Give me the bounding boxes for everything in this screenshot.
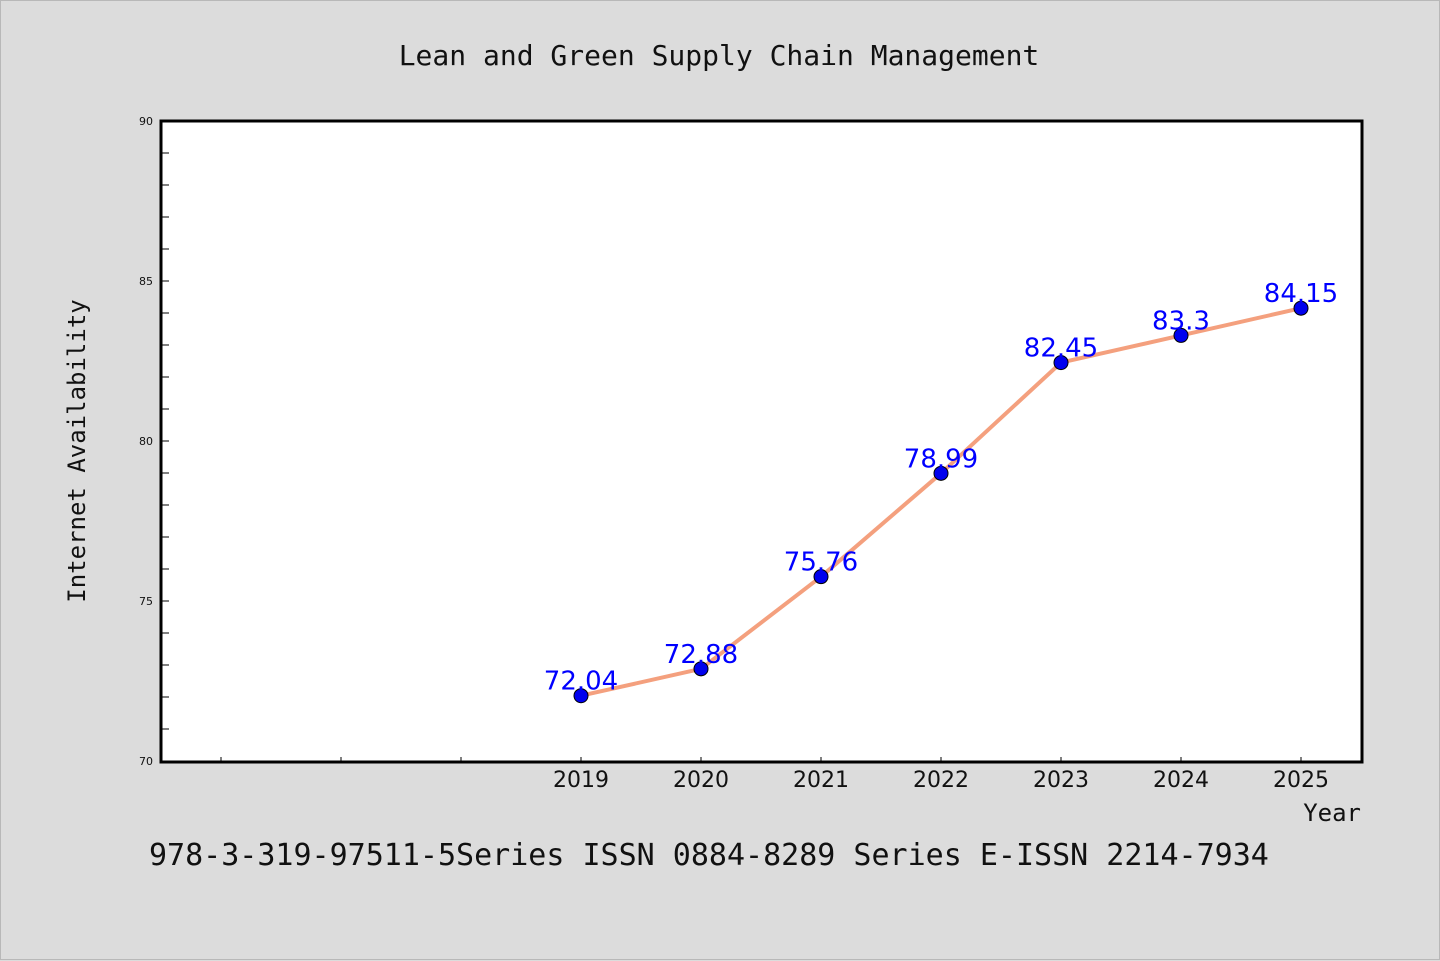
chart-title: Lean and Green Supply Chain Management [399,39,1040,72]
data-label: 83.3 [1152,306,1210,336]
data-point [1173,327,1189,343]
series-layer: 72.04 72.88 75.76 78.99 82.45 83.3 84.15 [544,279,1338,704]
data-point [573,688,589,704]
y-tick-label: 75 [139,595,153,608]
data-point [1053,355,1069,371]
x-tick-label: 2020 [673,768,729,793]
y-tick-label: 85 [139,275,153,288]
data-point [813,569,829,585]
footer-text: 978-3-319-97511-5Series ISSN 0884-8289 S… [149,838,1269,873]
data-label: 84.15 [1264,279,1338,309]
x-axis-label: Year [1303,799,1361,827]
y-tick-label: 70 [139,755,153,768]
data-point [693,661,709,677]
x-tick-label: 2024 [1153,768,1209,793]
data-label: 82.45 [1024,334,1098,364]
data-label: 78.99 [904,444,978,474]
plot-area [159,119,1364,764]
y-tick-label: 90 [139,115,153,128]
x-tick-label: 2022 [913,768,969,793]
data-label: 72.04 [544,667,618,697]
y-axis: 70 75 80 85 90 [139,115,169,768]
data-label: 75.76 [784,548,858,578]
x-tick-label: 2025 [1273,768,1329,793]
x-tick-label: 2019 [553,768,609,793]
y-tick-label: 80 [139,435,153,448]
x-tick-label: 2023 [1033,768,1089,793]
data-point [933,465,949,481]
x-tick-label: 2021 [793,768,849,793]
data-point [1293,300,1309,316]
x-axis: 2019 2020 2021 2022 2023 2024 2025 [220,757,1329,793]
y-axis-label: Internet Availability [63,299,91,602]
data-label: 72.88 [664,640,738,670]
